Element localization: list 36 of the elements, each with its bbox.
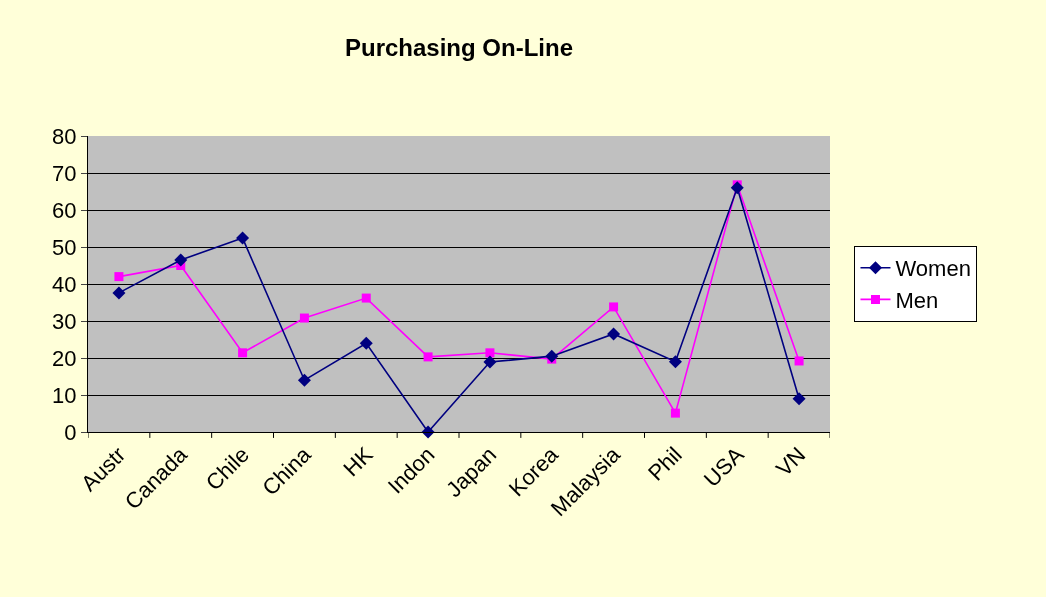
chart-title: Purchasing On-Line: [344, 34, 574, 62]
point: [794, 356, 804, 366]
point: [545, 349, 559, 363]
x-tick-label: USA: [698, 441, 749, 492]
x-tick-label: VN: [771, 442, 811, 482]
x-tick-label: Phil: [643, 442, 687, 486]
point: [114, 272, 124, 282]
y-tick-label: 40: [52, 271, 77, 297]
point: [609, 302, 619, 312]
point: [359, 336, 373, 350]
point: [483, 355, 497, 369]
y-tick-label: 80: [52, 123, 77, 149]
point: [668, 355, 682, 369]
point: [299, 313, 309, 323]
x-tick-label: HK: [338, 441, 378, 482]
y-tick-label: 20: [52, 345, 77, 371]
point: [670, 408, 680, 418]
y-tick-label: 0: [64, 419, 77, 445]
y-tick-label: 10: [52, 382, 77, 408]
point: [423, 352, 433, 362]
y-tick-label: 70: [52, 160, 77, 186]
legend-label: Women: [895, 256, 971, 282]
point: [236, 231, 250, 245]
point: [238, 348, 248, 358]
legend-label: Men: [895, 287, 939, 313]
point: [174, 253, 188, 267]
point: [730, 181, 744, 195]
point: [112, 286, 126, 300]
y-tick-label: 30: [52, 308, 77, 334]
point: [792, 392, 806, 406]
y-tick-label: 50: [52, 234, 77, 260]
point: [607, 327, 621, 341]
point: [485, 348, 495, 358]
y-tick-label: 60: [52, 197, 77, 223]
point: [361, 293, 371, 303]
point: [297, 373, 311, 387]
